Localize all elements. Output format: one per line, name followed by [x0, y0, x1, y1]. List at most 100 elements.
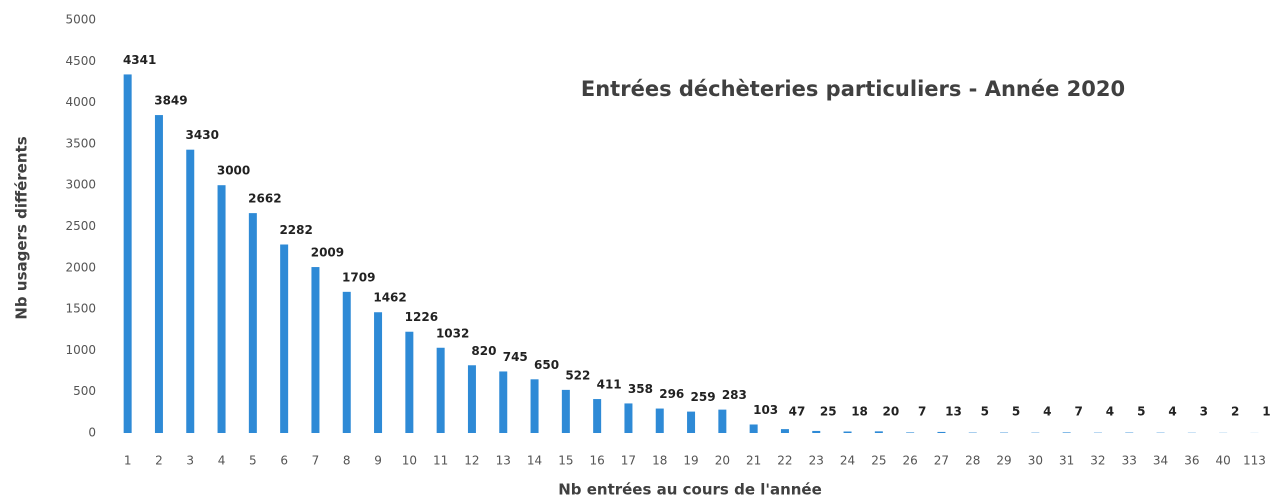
bar	[593, 399, 602, 433]
x-tick-label: 17	[621, 454, 636, 468]
data-label: 1	[1262, 405, 1270, 419]
x-tick-label: 10	[402, 454, 417, 468]
bar	[154, 115, 163, 433]
data-label: 103	[753, 403, 778, 417]
bar	[530, 379, 539, 433]
x-tick-label: 9	[374, 454, 382, 468]
y-tick-label: 500	[73, 384, 96, 398]
x-tick-label: 20	[715, 454, 730, 468]
x-tick-label: 28	[965, 454, 980, 468]
bar	[843, 431, 852, 433]
data-label: 1462	[373, 291, 406, 305]
data-label: 522	[565, 368, 590, 382]
y-tick-label: 1500	[65, 302, 96, 316]
x-tick-label: 113	[1243, 454, 1266, 468]
bar	[374, 312, 383, 433]
data-label: 5	[1012, 405, 1020, 419]
bar	[280, 244, 289, 433]
data-label: 3000	[217, 164, 250, 178]
x-tick-label: 3	[186, 454, 194, 468]
bar	[405, 331, 414, 433]
x-tick-label: 15	[558, 454, 573, 468]
x-tick-label: 34	[1153, 454, 1168, 468]
bar	[123, 74, 132, 433]
x-tick-label: 8	[343, 454, 351, 468]
bar	[780, 429, 789, 433]
x-tick-label: 7	[312, 454, 320, 468]
bar	[874, 431, 883, 433]
x-tick-label: 18	[652, 454, 667, 468]
data-label: 4	[1043, 405, 1051, 419]
x-tick-label: 24	[840, 454, 855, 468]
x-tick-label: 27	[934, 454, 949, 468]
data-label: 7	[918, 405, 926, 419]
data-label: 1226	[405, 310, 438, 324]
bar	[906, 432, 915, 433]
x-tick-label: 40	[1216, 454, 1231, 468]
x-tick-label: 6	[280, 454, 288, 468]
data-label: 3849	[154, 94, 187, 108]
x-tick-label: 16	[590, 454, 605, 468]
bar	[467, 365, 476, 433]
y-tick-label: 3000	[65, 178, 96, 192]
data-label: 3	[1200, 405, 1208, 419]
data-label: 411	[597, 378, 622, 392]
data-label: 20	[882, 405, 899, 419]
x-tick-label: 33	[1122, 454, 1137, 468]
data-label: 4	[1168, 405, 1176, 419]
x-tick-label: 11	[433, 454, 448, 468]
y-tick-label: 2500	[65, 219, 96, 233]
data-label: 1032	[436, 326, 469, 340]
bar	[655, 408, 664, 433]
x-tick-label: 22	[777, 454, 792, 468]
bar	[436, 347, 445, 433]
data-label: 47	[789, 405, 806, 419]
y-tick-label: 0	[88, 426, 96, 440]
bar	[937, 431, 946, 433]
bar	[1062, 432, 1071, 433]
x-axis-label: Nb entrées au cours de l'année	[558, 481, 822, 499]
x-tick-label: 25	[871, 454, 886, 468]
data-label: 296	[659, 387, 684, 401]
data-label: 5	[981, 405, 989, 419]
x-tick-label: 36	[1184, 454, 1199, 468]
bar	[248, 213, 257, 433]
data-label: 358	[628, 382, 653, 396]
bar	[217, 185, 226, 433]
x-tick-label: 13	[496, 454, 511, 468]
data-label: 4	[1106, 405, 1114, 419]
data-label: 650	[534, 358, 559, 372]
data-label: 820	[471, 344, 496, 358]
data-label: 7	[1074, 405, 1082, 419]
x-tick-label: 1	[124, 454, 132, 468]
data-label: 18	[851, 405, 868, 419]
data-label: 2	[1231, 405, 1239, 419]
bar	[687, 411, 696, 433]
data-label: 25	[820, 405, 837, 419]
x-tick-label: 2	[155, 454, 163, 468]
bar	[749, 424, 758, 433]
bar	[561, 389, 570, 433]
data-label: 4341	[123, 53, 156, 67]
x-tick-label: 12	[464, 454, 479, 468]
x-tick-label: 23	[809, 454, 824, 468]
bar	[186, 149, 195, 433]
data-label: 5	[1137, 405, 1145, 419]
y-tick-label: 1000	[65, 343, 96, 357]
x-tick-label: 19	[683, 454, 698, 468]
data-label: 283	[722, 388, 747, 402]
y-tick-label: 4000	[65, 95, 96, 109]
bar	[812, 430, 821, 433]
y-tick-label: 4500	[65, 54, 96, 68]
data-label: 13	[945, 405, 962, 419]
chart-title: Entrées déchèteries particuliers - Année…	[581, 77, 1125, 101]
data-label: 2009	[311, 246, 344, 260]
x-tick-label: 26	[903, 454, 918, 468]
y-axis-label: Nb usagers différents	[13, 136, 31, 319]
x-tick-label: 5	[249, 454, 257, 468]
x-tick-label: 32	[1090, 454, 1105, 468]
x-tick-label: 4	[218, 454, 226, 468]
x-tick-label: 29	[996, 454, 1011, 468]
x-tick-label: 31	[1059, 454, 1074, 468]
